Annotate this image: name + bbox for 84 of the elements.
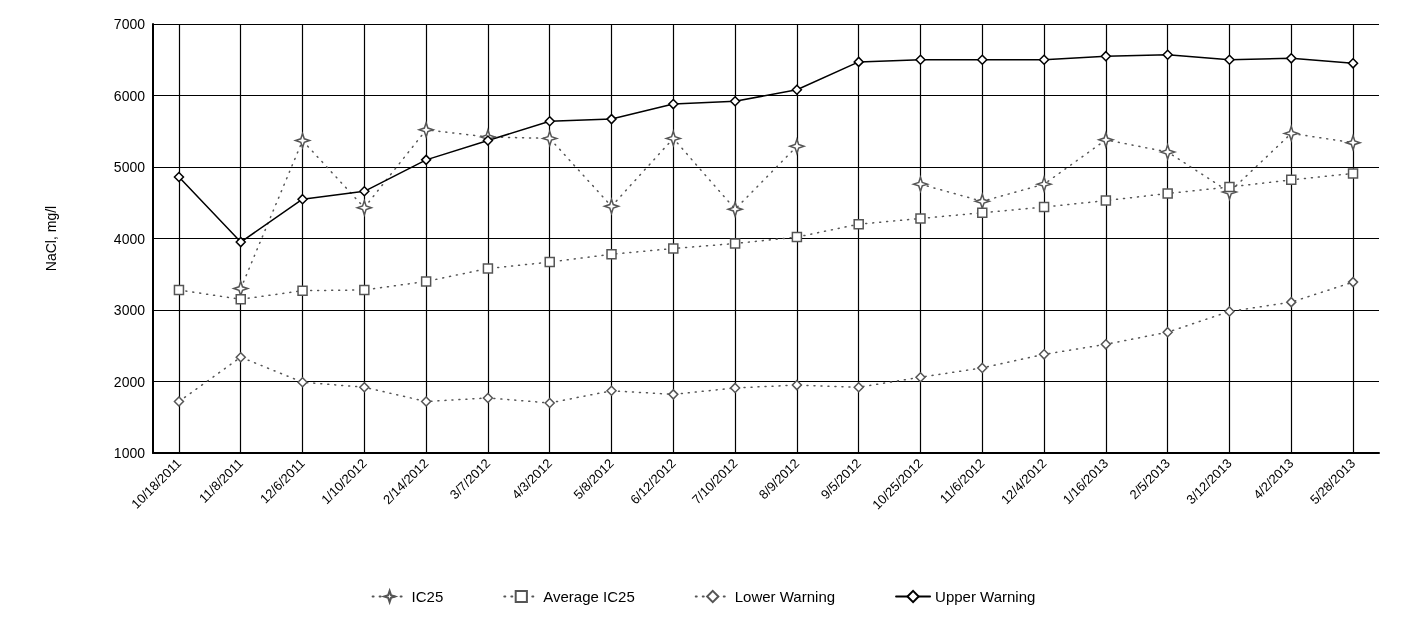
y-tick-label: 3000 [113, 302, 146, 318]
point [915, 371, 926, 383]
y-tick-label: 4000 [113, 230, 146, 247]
point [1162, 326, 1173, 338]
point [541, 130, 558, 147]
point [1286, 296, 1297, 308]
point [1038, 201, 1050, 213]
point [1098, 132, 1114, 148]
point [359, 284, 370, 296]
point [235, 294, 246, 305]
point [1162, 188, 1173, 199]
y-tick-label: 1000 [113, 445, 146, 461]
point [606, 248, 617, 260]
y-axis-title: NaCl, mg/l [43, 205, 59, 272]
point [1038, 349, 1050, 360]
point [791, 84, 803, 96]
point [791, 231, 803, 243]
point [853, 56, 864, 68]
point [420, 154, 432, 166]
point [1038, 54, 1050, 65]
point [1347, 276, 1359, 288]
point [665, 130, 682, 147]
point [1283, 125, 1299, 142]
point [420, 276, 432, 287]
point [297, 285, 308, 296]
point [915, 54, 926, 65]
point [1100, 339, 1112, 350]
point [359, 381, 370, 393]
point [235, 236, 246, 248]
point [853, 381, 864, 393]
point [356, 200, 373, 216]
point [297, 376, 308, 388]
point [977, 362, 988, 374]
point [606, 113, 617, 125]
point [1036, 176, 1052, 192]
point [974, 193, 991, 210]
point [912, 176, 929, 192]
point [173, 171, 185, 183]
point [1159, 144, 1176, 160]
point [1224, 54, 1235, 65]
point [603, 198, 620, 215]
point [668, 98, 679, 110]
legend-label: Average IC25 [543, 588, 635, 605]
point [977, 207, 988, 219]
point [418, 122, 434, 138]
point [359, 186, 370, 197]
point [544, 256, 555, 268]
point [915, 213, 926, 224]
y-tick-label: 2000 [113, 373, 146, 390]
point [482, 263, 494, 274]
point [1100, 50, 1112, 62]
point [235, 351, 246, 363]
point [1286, 53, 1297, 64]
point [297, 193, 308, 205]
point [668, 389, 679, 400]
point [544, 397, 555, 409]
point [294, 132, 311, 149]
point [791, 379, 803, 391]
point [173, 284, 185, 296]
legend-label: IC25 [411, 588, 444, 605]
point [1345, 134, 1361, 151]
legend-label: Lower Warning [734, 588, 836, 605]
point [789, 138, 805, 155]
point [606, 385, 617, 397]
point [729, 382, 741, 394]
point [1286, 174, 1297, 186]
point [1162, 49, 1173, 60]
point [1100, 195, 1112, 206]
point [977, 54, 988, 65]
point [729, 238, 741, 249]
point [668, 243, 679, 254]
point [482, 392, 494, 404]
legend-label: Upper Warning [935, 588, 1036, 605]
y-tick-label: 7000 [113, 16, 146, 32]
point [544, 115, 555, 127]
point [729, 95, 741, 107]
point [853, 218, 864, 230]
point [1347, 168, 1359, 179]
point [1224, 181, 1235, 193]
point [1347, 58, 1359, 69]
y-tick-label: 6000 [113, 87, 146, 104]
y-tick-label: 5000 [113, 159, 146, 175]
point [1224, 306, 1235, 317]
point [727, 201, 743, 217]
